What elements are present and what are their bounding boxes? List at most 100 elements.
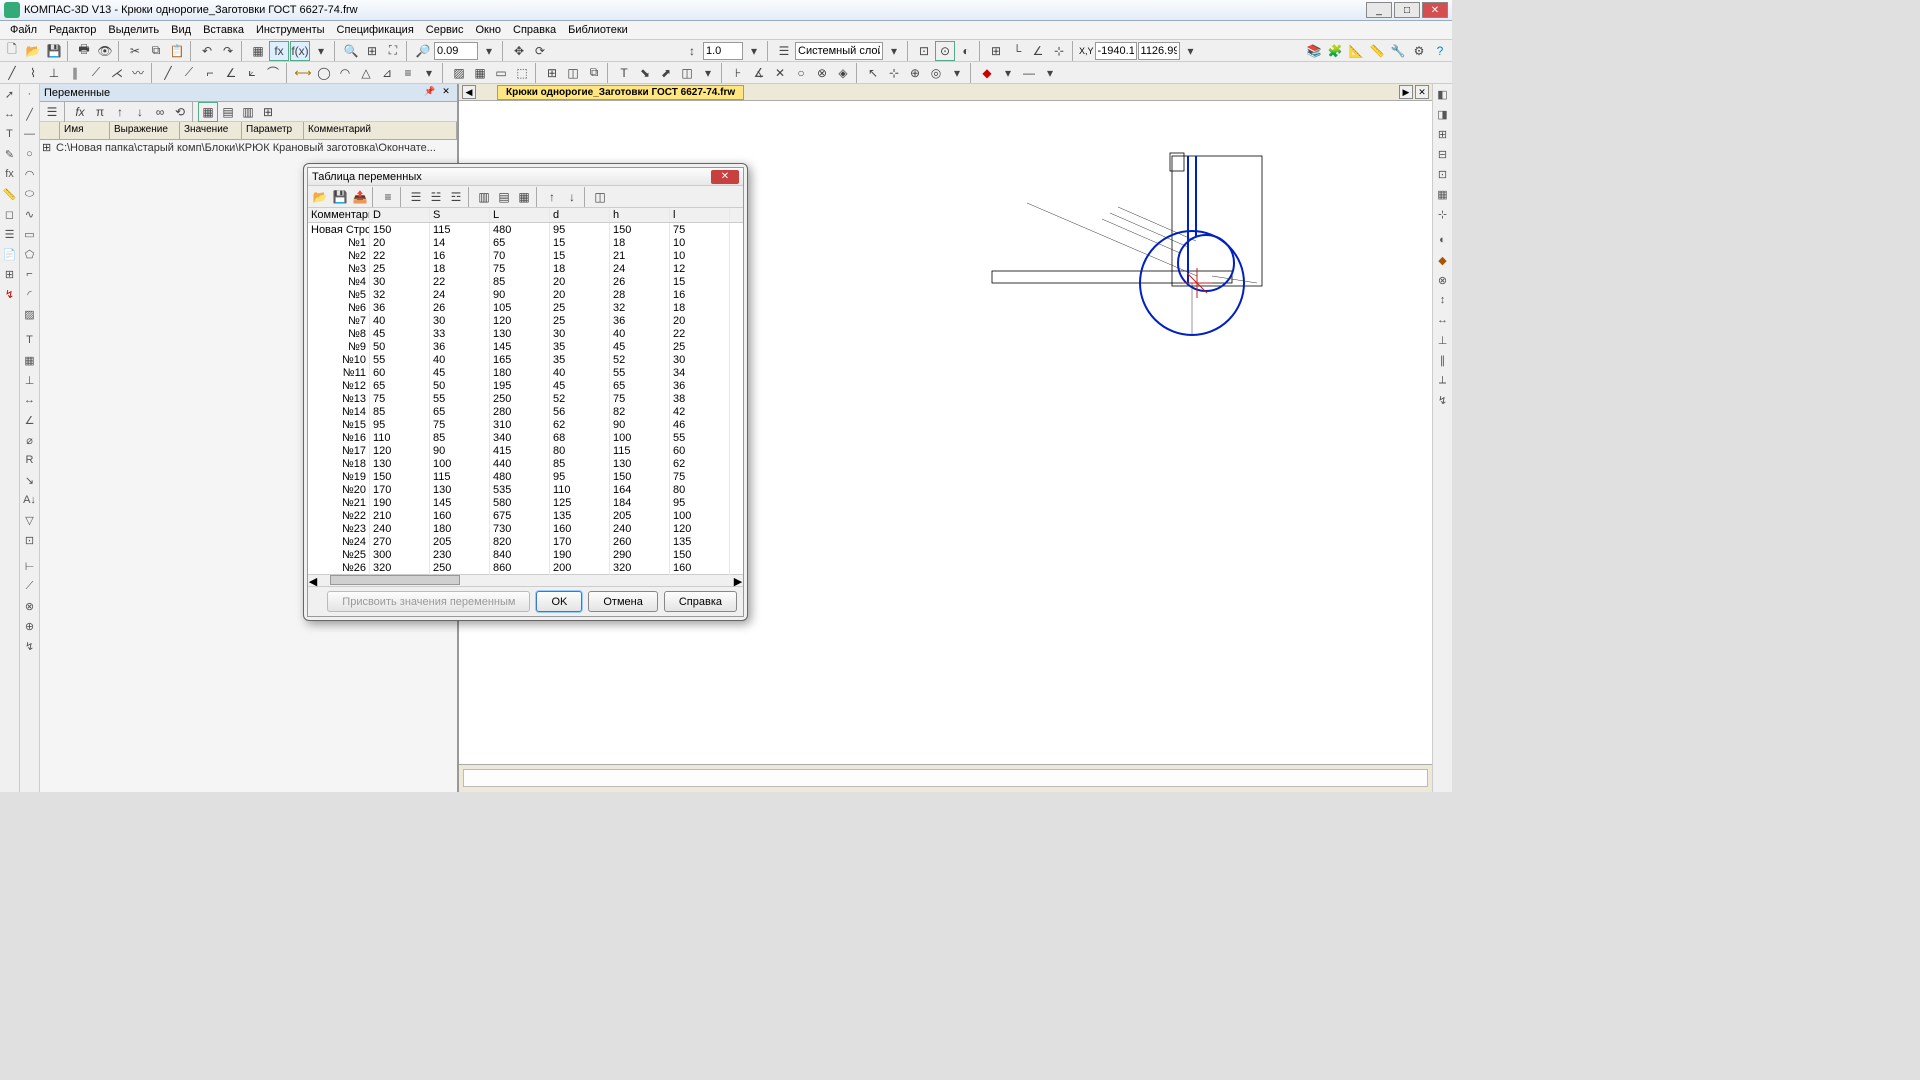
table-row[interactable]: №2017013053511016480 (308, 483, 743, 496)
menu-window[interactable]: Окно (469, 22, 507, 38)
dtb-down-icon[interactable]: ↓ (562, 187, 582, 207)
fx-icon[interactable]: f(x) (290, 41, 310, 61)
redo-icon[interactable]: ↷ (218, 41, 238, 61)
grid-col-header[interactable]: L (490, 208, 550, 222)
dim1-icon[interactable]: ⟷ (293, 63, 313, 83)
mark-icon[interactable]: A↓ (21, 491, 39, 509)
dim2-icon[interactable]: ◯ (314, 63, 334, 83)
dim3-icon[interactable]: ◠ (335, 63, 355, 83)
r6-icon[interactable]: ▦ (1434, 185, 1452, 203)
r16-icon[interactable]: ↯ (1434, 391, 1452, 409)
ldim-icon[interactable]: ↔ (21, 391, 39, 409)
snap-c-icon[interactable]: ⊕ (905, 63, 925, 83)
r1-icon[interactable]: ◧ (1434, 85, 1452, 103)
scroll-thumb[interactable] (330, 575, 460, 585)
grid-col-header[interactable]: D (370, 208, 430, 222)
color-icon[interactable]: ◆ (977, 63, 997, 83)
tab-next-icon[interactable]: ▶ (1399, 85, 1413, 99)
aux-icon[interactable]: ╱ (21, 105, 39, 123)
ptb1-icon[interactable]: ☰ (42, 102, 62, 122)
table-row[interactable]: №25300230840190290150 (308, 548, 743, 561)
cut4-icon[interactable]: ⊕ (21, 617, 39, 635)
adim-icon[interactable]: ∠ (21, 411, 39, 429)
r14-icon[interactable]: ∥ (1434, 351, 1452, 369)
dtb-saveext-icon[interactable]: 📤 (350, 187, 370, 207)
menu-select[interactable]: Выделить (102, 22, 165, 38)
dim4-icon[interactable]: △ (356, 63, 376, 83)
ptb9-icon[interactable]: ▤ (218, 102, 238, 122)
r5-icon[interactable]: ⊡ (1434, 165, 1452, 183)
table-row[interactable]: №24270205820170260135 (308, 535, 743, 548)
con4-icon[interactable]: ○ (791, 63, 811, 83)
panel-row[interactable]: ⊞ С:\Новая папка\старый комп\Блоки\КРЮК … (40, 140, 457, 155)
scale-icon[interactable]: ↕ (682, 41, 702, 61)
lib2-icon[interactable]: 🧩 (1325, 41, 1345, 61)
vars-icon[interactable]: fx (269, 41, 289, 61)
note3-icon[interactable]: ◫ (677, 63, 697, 83)
arc-icon[interactable]: ◠ (21, 165, 39, 183)
coord-icon[interactable]: ⊹ (1049, 41, 1069, 61)
snap-drop-icon[interactable]: ▾ (947, 63, 967, 83)
dim-drop-icon[interactable]: ▾ (419, 63, 439, 83)
tbl-icon[interactable]: ▦ (21, 351, 39, 369)
r12-icon[interactable]: ↔ (1434, 311, 1452, 329)
note2-icon[interactable]: ⬈ (656, 63, 676, 83)
ptb3-icon[interactable]: π (90, 102, 110, 122)
dtb-up-icon[interactable]: ↑ (542, 187, 562, 207)
r8-icon[interactable]: ◐ (1434, 231, 1452, 249)
col-val[interactable]: Значение (180, 122, 242, 139)
r3-icon[interactable]: ⊞ (1434, 125, 1452, 143)
zoomall-icon[interactable]: 🔎 (413, 41, 433, 61)
menu-edit[interactable]: Редактор (43, 22, 102, 38)
table-row[interactable]: №137555250527538 (308, 392, 743, 405)
snap-a-icon[interactable]: ↖ (863, 63, 883, 83)
seg6-icon[interactable]: ⌒ (263, 63, 283, 83)
dtb-open-icon[interactable]: 📂 (310, 187, 330, 207)
ptb5-icon[interactable]: ↓ (130, 102, 150, 122)
table-row[interactable]: №74030120253620 (308, 314, 743, 327)
grid-col-header[interactable]: h (610, 208, 670, 222)
menu-insert[interactable]: Вставка (197, 22, 250, 38)
curve-icon[interactable]: 〰 (128, 63, 148, 83)
dtb-split-icon[interactable]: ◫ (590, 187, 610, 207)
layer-icon[interactable]: ☰ (774, 41, 794, 61)
dialog-titlebar[interactable]: Таблица переменных ✕ (308, 168, 743, 186)
table-row[interactable]: №126550195456536 (308, 379, 743, 392)
menu-service[interactable]: Сервис (420, 22, 470, 38)
table-row[interactable]: №16110853406810055 (308, 431, 743, 444)
table-row[interactable]: №84533130304022 (308, 327, 743, 340)
line-icon[interactable]: ╱ (2, 63, 22, 83)
cut-icon[interactable]: ✂ (125, 41, 145, 61)
grid-col-header[interactable]: S (430, 208, 490, 222)
hatch2-icon[interactable]: ▨ (21, 305, 39, 323)
leader-icon[interactable]: ↘ (21, 471, 39, 489)
help-button[interactable]: Справка (664, 591, 737, 612)
group2-icon[interactable]: ◫ (563, 63, 583, 83)
dtb-row2-icon[interactable]: ☱ (426, 187, 446, 207)
layer-input[interactable] (795, 42, 883, 60)
weight-icon[interactable]: — (1019, 63, 1039, 83)
geom-icon[interactable]: ➚ (1, 85, 19, 103)
zoomin-icon[interactable]: 🔍 (341, 41, 361, 61)
r4-icon[interactable]: ⊟ (1434, 145, 1452, 163)
dtb-ins-icon[interactable]: ≡ (378, 187, 398, 207)
pan-icon[interactable]: ✥ (509, 41, 529, 61)
dialog-hscroll[interactable]: ◀ ▶ (308, 574, 743, 586)
layer-drop-icon[interactable]: ▾ (884, 41, 904, 61)
table-row[interactable]: №159575310629046 (308, 418, 743, 431)
rect-icon[interactable]: ▭ (491, 63, 511, 83)
meas-icon[interactable]: 📏 (1, 185, 19, 203)
ptb2-icon[interactable]: fx (70, 102, 90, 122)
panel-pin-icon[interactable]: 📌 (423, 86, 437, 100)
tab-close-icon[interactable]: ✕ (1415, 85, 1429, 99)
r11-icon[interactable]: ↕ (1434, 291, 1452, 309)
perp-icon[interactable]: ⊥ (44, 63, 64, 83)
ins-icon[interactable]: ⊞ (1, 265, 19, 283)
style-drop-icon[interactable]: ▾ (998, 63, 1018, 83)
open-icon[interactable]: 📂 (23, 41, 43, 61)
dim-icon[interactable]: ↔ (1, 105, 19, 123)
con2-icon[interactable]: ∡ (749, 63, 769, 83)
rect2-icon[interactable]: ▭ (21, 225, 39, 243)
save-icon[interactable]: 💾 (44, 41, 64, 61)
col-comment[interactable]: Комментарий (304, 122, 457, 139)
